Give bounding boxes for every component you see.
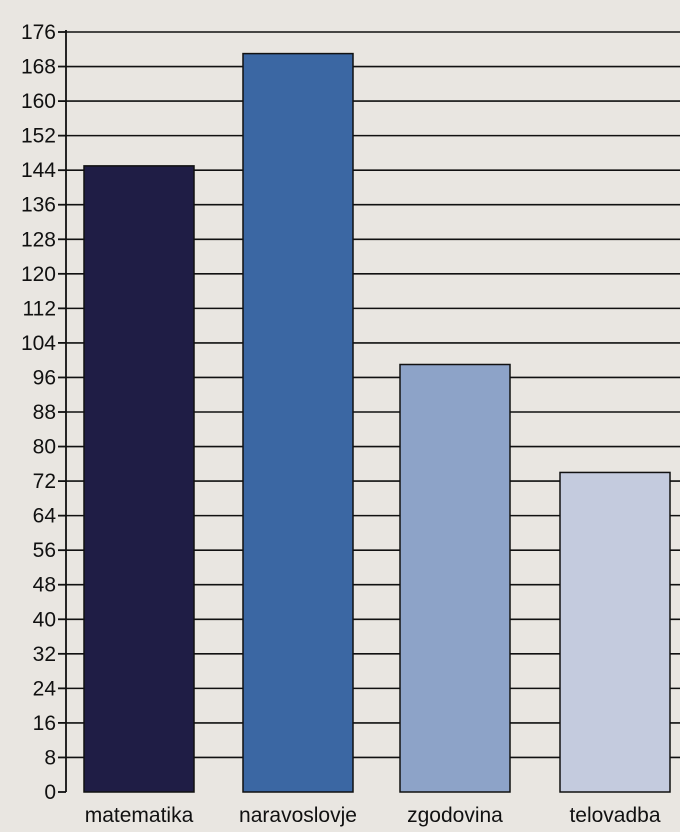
y-tick-label: 48 xyxy=(33,574,56,597)
y-tick-label: 160 xyxy=(21,90,56,113)
bars xyxy=(83,52,671,793)
y-tick-label: 136 xyxy=(21,194,56,217)
y-tick-label: 80 xyxy=(33,436,56,459)
y-tick-label: 120 xyxy=(21,263,56,286)
y-tick-label: 40 xyxy=(33,608,56,631)
y-tick-label: 64 xyxy=(33,505,57,528)
x-tick-label: naravoslovje xyxy=(239,804,357,827)
bar-naravoslovje xyxy=(242,52,354,793)
y-tick-label: 112 xyxy=(23,297,56,320)
y-tick-label: 88 xyxy=(33,401,56,424)
bar-zgodovina xyxy=(399,363,511,793)
y-tick-label: 168 xyxy=(21,56,56,79)
y-tick-label: 176 xyxy=(21,21,56,44)
y-tick-label: 24 xyxy=(33,677,57,700)
bar-matematika xyxy=(83,165,195,793)
y-tick-label: 144 xyxy=(21,159,56,182)
y-tick-label: 128 xyxy=(21,228,56,251)
x-tick-label: zgodovina xyxy=(407,804,503,827)
bar-telovadba xyxy=(559,471,671,793)
y-tick-label: 8 xyxy=(44,746,56,769)
x-axis-labels: matematika naravoslovje zgodovina telovadba xyxy=(85,804,661,827)
y-tick-label: 16 xyxy=(33,712,56,735)
x-tick-label: telovadba xyxy=(569,804,660,827)
y-tick-label: 72 xyxy=(33,470,56,493)
y-tick-label: 104 xyxy=(21,332,56,355)
y-tick-label: 96 xyxy=(33,366,56,389)
y-axis: 0 8 16 24 32 40 48 56 64 72 80 88 96 104 112 120 128 136 1… xyxy=(21,21,67,804)
y-tick-label: 152 xyxy=(21,125,56,148)
x-tick-label: matematika xyxy=(85,804,194,827)
y-tick-label: 0 xyxy=(44,781,56,804)
y-tick-label: 32 xyxy=(33,643,56,666)
y-tick-label: 56 xyxy=(33,539,56,562)
